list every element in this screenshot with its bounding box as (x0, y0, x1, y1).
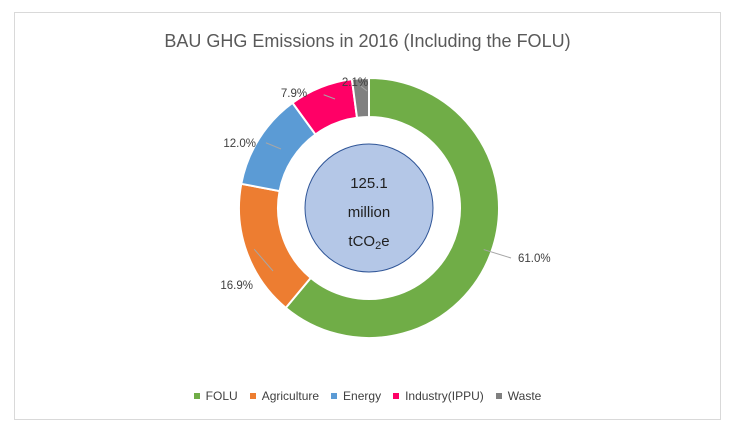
legend-swatch (249, 393, 256, 399)
leader-line (360, 85, 368, 92)
leader-line (265, 142, 282, 150)
legend-swatch (193, 393, 200, 399)
leader-line (483, 249, 512, 259)
data-label: 12.0% (223, 138, 256, 150)
legend-item: Energy (331, 389, 381, 403)
legend-label: Waste (507, 389, 542, 403)
center-value: 125.1 (350, 175, 388, 192)
data-label: 7.9% (281, 88, 307, 100)
chart-title: BAU GHG Emissions in 2016 (Including the… (164, 31, 571, 51)
data-label: 61.0% (518, 253, 551, 265)
legend-label: Energy (343, 389, 382, 403)
legend-item: FOLU (193, 389, 238, 403)
legend-swatch (495, 393, 502, 399)
legend-label: FOLU (205, 389, 238, 403)
slice-waste (350, 76, 370, 119)
legend: FOLU Agriculture Energy Industry(IPPU) Waste (15, 389, 720, 403)
data-label: 16.9% (220, 280, 253, 292)
legend-item: Agriculture (249, 389, 320, 403)
legend-label: Agriculture (261, 389, 320, 403)
slice-folu (284, 76, 500, 339)
donut-chart: 125.1 million tCO2e 61.0% 16.9% 12.0% 7.9% 2… (220, 76, 551, 339)
legend-swatch (331, 393, 338, 399)
legend-label: Industry(IPPU) (405, 389, 484, 403)
legend-swatch (393, 393, 400, 399)
center-unit-line1: million (348, 204, 391, 221)
leader-line (253, 248, 274, 272)
data-label: 2.1% (342, 77, 368, 89)
legend-item: Industry(IPPU) (393, 389, 484, 403)
center-bubble (304, 143, 434, 273)
center-unit-line2: tCO2e (348, 233, 389, 252)
legend-item: Waste (495, 389, 542, 403)
chart-frame: BAU GHG Emissions in 2016 (Including the… (14, 12, 721, 420)
leader-line (323, 94, 336, 100)
